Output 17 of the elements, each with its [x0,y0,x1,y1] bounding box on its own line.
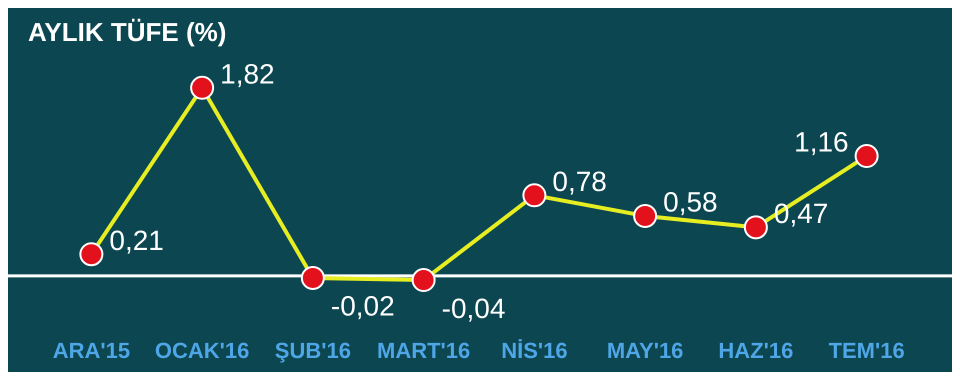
x-tick-label: MAY'16 [606,338,684,363]
data-label: 0,78 [552,166,607,198]
x-tick-label: MART'16 [377,338,470,363]
x-tick-label: HAZ'16 [718,338,794,363]
data-label: 0,58 [663,186,718,218]
data-label: 0,47 [774,198,828,230]
data-label: 0,21 [109,224,164,256]
data-label: 1,16 [794,126,849,158]
x-tick-label: ŞUB'16 [274,338,351,363]
data-label: 1,82 [220,58,275,90]
x-tick-label: NİS'16 [501,338,568,363]
data-label: -0,04 [442,292,506,324]
x-tick-label: TEM'16 [828,338,905,363]
x-tick-label: OCAK'16 [154,338,250,363]
data-label: -0,02 [330,290,395,322]
chart-title: AYLIK TÜFE (%) [28,16,226,47]
x-tick-label: ARA'15 [52,338,130,363]
